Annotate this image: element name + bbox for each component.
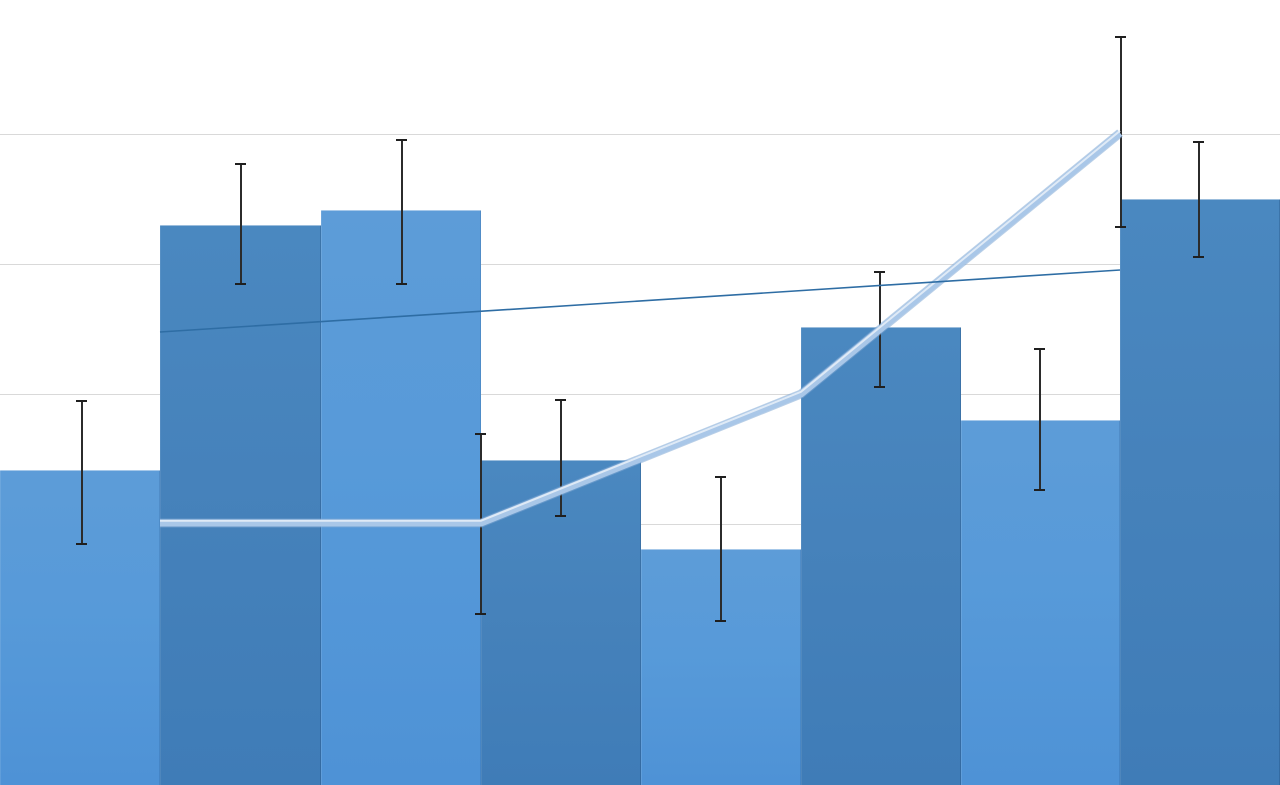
bar-top-edge <box>1120 199 1280 200</box>
bar-column[interactable] <box>801 327 961 785</box>
error-bar <box>1193 141 1204 258</box>
error-bar <box>475 433 486 615</box>
bar-column[interactable] <box>0 470 160 785</box>
bar-top-edge <box>0 470 160 471</box>
bar-column[interactable] <box>160 225 321 785</box>
bar-column[interactable] <box>1120 199 1280 785</box>
error-bar <box>1034 348 1045 491</box>
error-bar <box>874 271 885 388</box>
error-bar <box>235 163 246 285</box>
error-bar <box>715 476 726 622</box>
bar-column[interactable] <box>321 210 481 785</box>
error-bar <box>396 139 407 285</box>
error-bar <box>76 400 87 545</box>
error-bar <box>555 399 566 517</box>
gridline <box>0 134 1280 135</box>
error-bar <box>1115 36 1126 228</box>
